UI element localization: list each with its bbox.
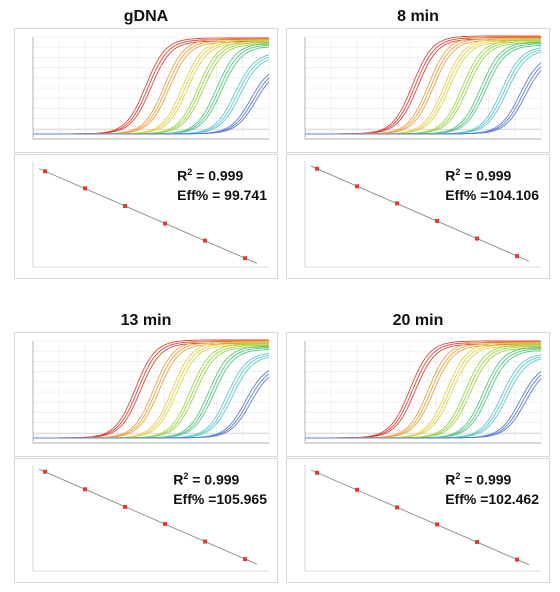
amplification-svg-gdna xyxy=(32,36,270,140)
amplification-curve xyxy=(33,77,270,135)
r2-8min: R2 = 0.999 xyxy=(445,167,512,184)
amplification-curve xyxy=(33,73,270,135)
standard-point xyxy=(163,221,167,226)
standard-curve-gdna: R2 = 0.999 Eff% = 99.741 xyxy=(14,154,278,279)
standard-point xyxy=(435,218,439,223)
amplification-curve xyxy=(305,70,542,135)
amplification-svg-20min xyxy=(304,340,542,444)
standard-point xyxy=(315,166,319,171)
amplification-plot-gdna xyxy=(14,28,278,153)
amplification-curve xyxy=(305,38,541,135)
amplification-svg-8min xyxy=(304,35,542,140)
standard-point xyxy=(163,521,167,526)
standard-point xyxy=(83,487,87,492)
r2-gdna: R2 = 0.999 xyxy=(177,167,244,184)
standard-point xyxy=(355,184,359,189)
amplification-curve xyxy=(33,376,270,439)
stats-20min: R2 = 0.999 Eff% =102.462 xyxy=(445,467,539,509)
stats-gdna: R2 = 0.999 Eff% = 99.741 xyxy=(177,163,267,205)
panel-title-20min: 20 min xyxy=(392,312,444,329)
amplification-plot-20min xyxy=(286,332,550,457)
standard-curve-8min: R2 = 0.999 Eff% =104.106 xyxy=(286,154,550,279)
eff-8min: Eff% =104.106 xyxy=(445,186,539,203)
standard-point xyxy=(435,522,439,527)
standard-point xyxy=(123,203,127,208)
standard-svg-20min xyxy=(304,465,541,572)
amplification-curve xyxy=(33,37,269,135)
r2-20min: R2 = 0.999 xyxy=(445,471,512,488)
standard-point xyxy=(315,470,319,475)
standard-point xyxy=(475,540,479,545)
regression-line xyxy=(310,165,530,262)
standard-point xyxy=(83,186,87,191)
standard-svg-13min xyxy=(32,465,269,572)
standard-point xyxy=(243,557,247,562)
amplification-curve xyxy=(33,356,270,439)
eff-20min: Eff% =102.462 xyxy=(445,490,539,507)
amplification-curve xyxy=(305,371,542,439)
amplification-curve xyxy=(305,38,541,135)
standard-curve-20min: R2 = 0.999 Eff% =102.462 xyxy=(286,458,550,583)
standard-point xyxy=(355,487,359,492)
amplification-curve xyxy=(33,81,270,135)
regression-line xyxy=(310,469,530,566)
eff-gdna: Eff% = 99.741 xyxy=(177,186,267,203)
panel-title-gdna: gDNA xyxy=(123,8,169,25)
amplification-curve xyxy=(33,339,269,439)
amplification-curve xyxy=(33,340,269,439)
amplification-curve xyxy=(33,43,270,135)
amplification-curve xyxy=(33,373,270,439)
standard-point xyxy=(123,504,127,509)
standard-point xyxy=(43,469,47,474)
amplification-curve xyxy=(33,40,269,135)
panel-title-8min: 8 min xyxy=(397,8,439,25)
regression-line xyxy=(38,168,258,264)
amplification-plot-8min xyxy=(286,28,550,153)
amplification-curve xyxy=(305,374,542,439)
standard-point xyxy=(43,169,47,174)
standard-point xyxy=(515,557,519,562)
r2-13min: R2 = 0.999 xyxy=(173,471,240,488)
amplification-curve xyxy=(305,356,542,439)
standard-svg-gdna xyxy=(32,161,269,268)
amplification-curve xyxy=(305,378,542,439)
stats-13min: R2 = 0.999 Eff% =105.965 xyxy=(173,467,267,509)
amplification-curve xyxy=(305,45,542,135)
eff-13min: Eff% =105.965 xyxy=(173,490,267,507)
regression-line xyxy=(38,468,258,565)
panel-title-13min: 13 min xyxy=(120,312,172,329)
standard-point xyxy=(395,201,399,206)
standard-point xyxy=(395,505,399,510)
standard-point xyxy=(475,236,479,241)
standard-point xyxy=(203,238,207,243)
amplification-svg-13min xyxy=(32,339,270,444)
standard-curve-13min: R2 = 0.999 Eff% =105.965 xyxy=(14,458,278,583)
amplification-curve xyxy=(33,44,270,135)
standard-point xyxy=(515,254,519,259)
stats-8min: R2 = 0.999 Eff% =104.106 xyxy=(445,163,539,205)
amplification-plot-13min xyxy=(14,332,278,457)
standard-point xyxy=(243,256,247,261)
standard-point xyxy=(203,539,207,544)
standard-svg-8min xyxy=(304,161,541,268)
